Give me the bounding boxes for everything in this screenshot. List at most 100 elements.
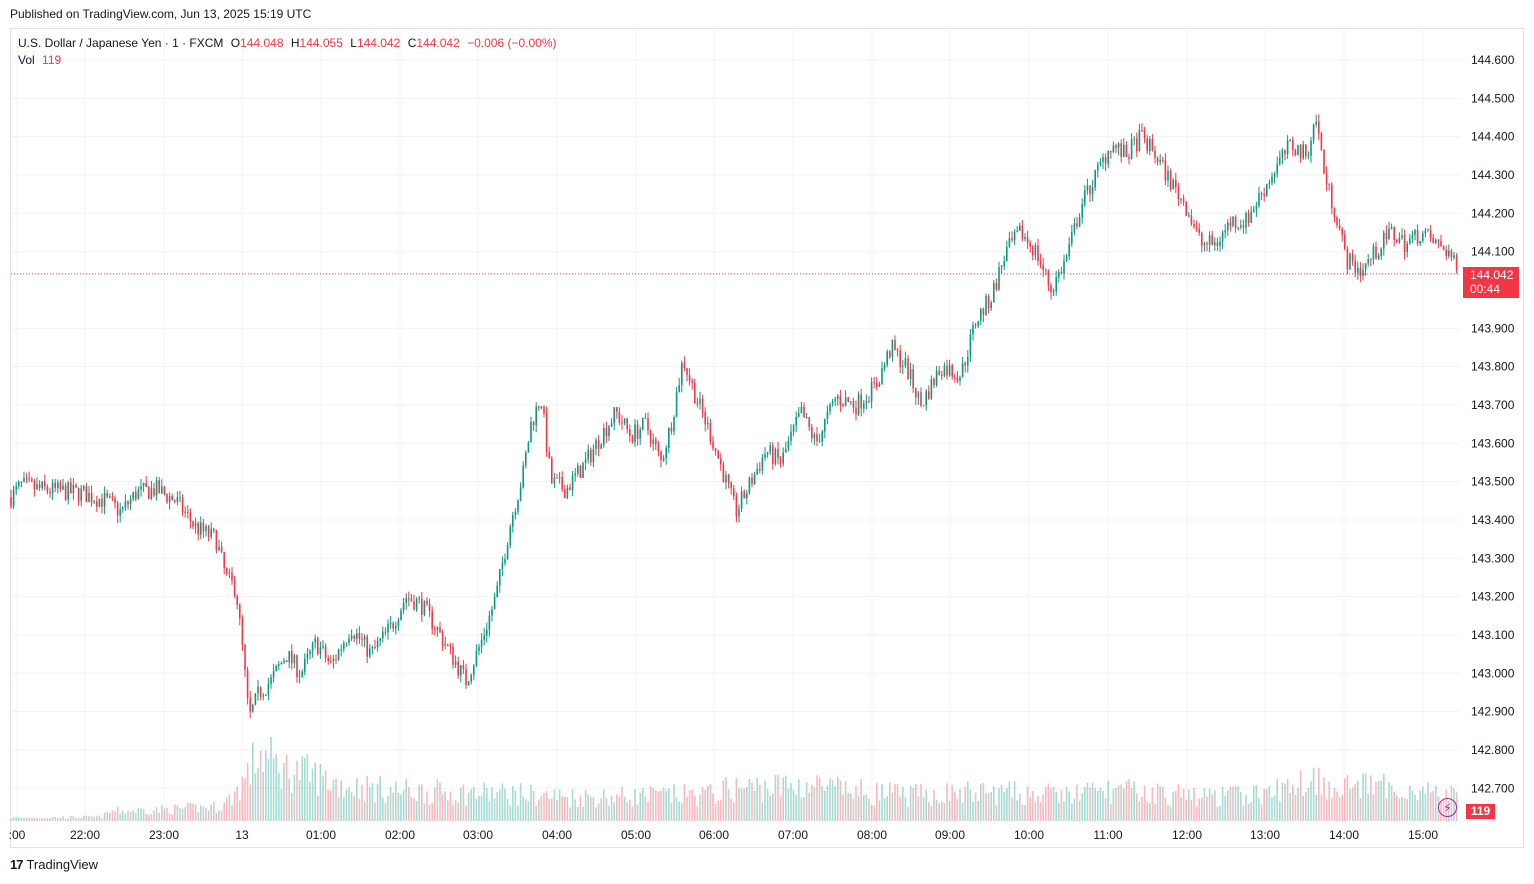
candle-body [1323, 149, 1325, 174]
volume-bar [1073, 798, 1076, 821]
candle-body [181, 497, 184, 513]
candle-body [1169, 170, 1172, 190]
candle-body [395, 626, 397, 629]
candle-body [1247, 212, 1250, 223]
candle-body [504, 559, 506, 563]
candle-body [1149, 138, 1151, 152]
candle-body [161, 486, 163, 494]
volume-bar [1242, 806, 1245, 821]
volume-bar [486, 788, 488, 821]
volume-bar [1260, 804, 1263, 821]
candle-body [400, 610, 402, 621]
candle-body [722, 464, 725, 483]
volume-bar [140, 808, 142, 821]
volume-bar [57, 818, 59, 821]
chart-pane[interactable] [10, 28, 1524, 848]
volume-bar [246, 762, 249, 821]
volume-bar [114, 811, 116, 821]
volume-bar [176, 805, 179, 821]
volume-bar [946, 783, 948, 821]
candle-body [1097, 164, 1099, 171]
volume-bar [1003, 791, 1005, 821]
volume-bar [1401, 796, 1403, 821]
candle-body [675, 391, 678, 418]
volume-bar [111, 810, 114, 821]
tradingview-logo[interactable]: 17 TradingView [10, 857, 98, 872]
candle-body [699, 398, 701, 404]
volume-bar [460, 787, 462, 821]
candle-body [111, 496, 114, 499]
volume-bar [925, 789, 927, 821]
volume-bar [1146, 801, 1148, 821]
volume-bar [322, 776, 324, 821]
candle-body [857, 394, 860, 415]
volume-bar [798, 779, 800, 821]
tradingview-logo-text: TradingView [26, 857, 99, 872]
volume-bar [769, 795, 771, 821]
candle-body [912, 369, 914, 389]
candle-body [1091, 187, 1094, 195]
volume-bar [1323, 777, 1325, 821]
volume-bar [517, 805, 519, 821]
volume-bar [1336, 791, 1338, 821]
candle-body [756, 468, 758, 475]
candle-body [891, 340, 894, 357]
volume-bar [119, 813, 121, 821]
volume-bar [49, 818, 51, 821]
volume-bar [1419, 790, 1421, 821]
volume-bar [1315, 794, 1317, 821]
candle-body [506, 545, 509, 560]
volume-bar [1305, 792, 1307, 821]
candle-body [587, 450, 589, 460]
volume-bar [267, 759, 270, 821]
volume-bar [761, 802, 764, 821]
volume-bar [145, 813, 147, 821]
volume-bar [720, 799, 722, 821]
volume-bar [678, 801, 680, 821]
candle-body [1052, 290, 1055, 293]
low-label: L [350, 36, 357, 50]
candle-body [941, 374, 943, 376]
volume-bar [449, 791, 452, 821]
volume-bar [1370, 775, 1372, 821]
candle-body [23, 477, 25, 482]
candle-body [1432, 237, 1434, 244]
time-tick-label: 09:00 [935, 828, 965, 842]
candle-body [733, 488, 735, 497]
candle-body [356, 633, 358, 639]
candle-body [470, 674, 472, 682]
candle-body [272, 671, 275, 678]
volume-bar [917, 796, 920, 821]
volume-bar [447, 800, 449, 821]
volume-bar [863, 794, 865, 821]
candle-body [642, 417, 644, 430]
volume-bar [631, 806, 634, 821]
volume-bar [688, 790, 691, 821]
volume-label[interactable]: Vol [18, 53, 35, 67]
symbol-title[interactable]: U.S. Dollar / Japanese Yen · 1 · FXCM [18, 36, 224, 50]
volume-bar [915, 783, 917, 821]
volume-bar [909, 785, 912, 821]
lightning-icon[interactable]: ⚡ [1438, 798, 1457, 817]
candle-body [665, 447, 667, 459]
volume-bar [384, 803, 387, 821]
candle-body [218, 546, 220, 551]
volume-bar [1362, 773, 1364, 821]
candle-body [959, 377, 961, 381]
candle-body [340, 649, 342, 651]
volume-bar [616, 794, 618, 821]
candle-body [1177, 187, 1180, 200]
volume-bar [587, 794, 589, 821]
volume-bar [519, 783, 522, 821]
price-tick-label: 144.500 [1471, 91, 1515, 105]
volume-bar [998, 788, 1000, 821]
volume-bar [285, 754, 288, 821]
volume-bar [564, 796, 566, 821]
candle-body [1357, 268, 1359, 273]
candle-body [1112, 145, 1115, 153]
volume-bar [33, 817, 36, 821]
volume-bar [1084, 787, 1086, 821]
price-tick-label: 142.800 [1471, 743, 1515, 757]
candle-body [1255, 205, 1258, 210]
